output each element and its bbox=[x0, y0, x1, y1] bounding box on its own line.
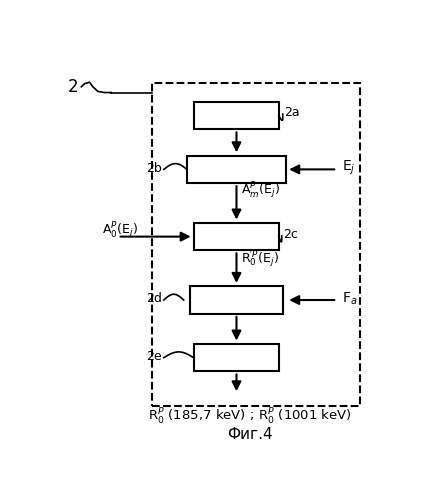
Text: A$_0^P$(E$_j$): A$_0^P$(E$_j$) bbox=[102, 221, 138, 241]
Bar bbox=[187, 156, 286, 183]
Text: 2d: 2d bbox=[146, 292, 162, 305]
Text: Фиг.4: Фиг.4 bbox=[227, 427, 273, 442]
Bar bbox=[153, 83, 360, 406]
Bar bbox=[193, 102, 279, 129]
Text: 2a: 2a bbox=[285, 106, 300, 119]
Text: 2c: 2c bbox=[283, 228, 298, 241]
Text: E$_j$: E$_j$ bbox=[342, 159, 356, 177]
Text: R$_0^{'P}$(E$_j$): R$_0^{'P}$(E$_j$) bbox=[242, 249, 279, 269]
Bar bbox=[193, 223, 279, 250]
Bar bbox=[193, 344, 279, 371]
Text: A$_m^P$(E$_j$): A$_m^P$(E$_j$) bbox=[242, 180, 280, 201]
Text: 2b: 2b bbox=[147, 162, 162, 175]
Text: 2e: 2e bbox=[147, 350, 162, 363]
Bar bbox=[190, 286, 283, 314]
Text: 2: 2 bbox=[68, 78, 78, 96]
Text: F$_a$: F$_a$ bbox=[342, 291, 357, 307]
Text: R$_0^P$ (185,7 keV) ; R$_0^P$ (1001 keV): R$_0^P$ (185,7 keV) ; R$_0^P$ (1001 keV) bbox=[148, 407, 351, 427]
